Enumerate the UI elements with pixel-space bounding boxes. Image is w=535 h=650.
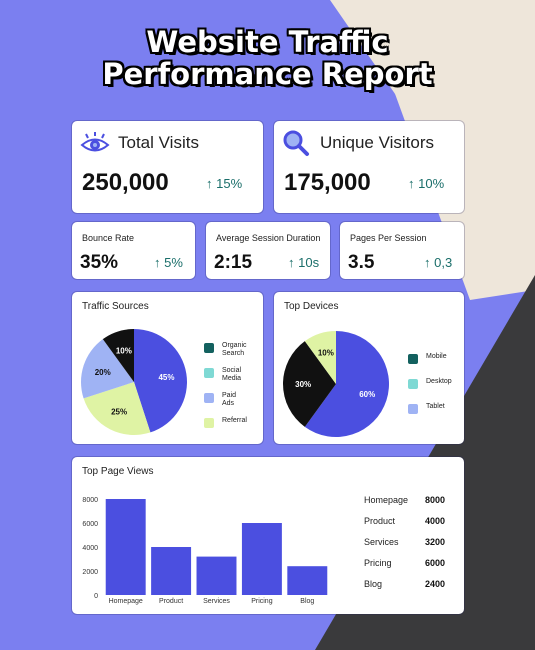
top-devices-slice-0 <box>304 331 389 437</box>
page-views-table-value: 6000 <box>425 558 446 568</box>
page-views-table-page: Homepage <box>364 495 409 505</box>
page-views-table-page: Blog <box>364 579 383 589</box>
unique-visitors-change: ↑ 10% <box>408 176 445 191</box>
total-visits-value: 250,000 <box>82 169 169 196</box>
y-tick-label: 0 <box>94 593 98 600</box>
y-tick-label: 8000 <box>82 497 98 504</box>
top-devices-slice-label-1: 30% <box>295 380 311 389</box>
page-views-table-value: 2400 <box>425 579 446 589</box>
page-views-table-value: 8000 <box>425 495 446 505</box>
avg-session-card: Average Session Duration 2:15 ↑ 10s <box>206 222 330 279</box>
pages-per-session-value: 3.5 <box>348 252 375 273</box>
traffic-sources-legend-swatch <box>204 393 214 403</box>
traffic-sources-legend-swatch <box>204 368 214 378</box>
x-tick-label: Homepage <box>109 598 143 605</box>
bounce-rate-change: ↑ 5% <box>154 255 183 270</box>
traffic-sources-title: Traffic Sources <box>82 301 149 312</box>
top-devices-slice-1 <box>283 341 336 427</box>
traffic-sources-slice-label-2: 20% <box>95 368 111 377</box>
page-views-table-page: Product <box>364 516 396 526</box>
traffic-sources-legend-label: Organic Search <box>222 342 247 357</box>
top-devices-card: Top Devices 60% 30% 10% Mobile Desktop Table… <box>274 292 464 444</box>
x-tick-label: Product <box>159 598 183 605</box>
top-devices-legend-swatch <box>408 404 418 414</box>
traffic-sources-legend-label: Referral <box>222 417 247 424</box>
bounce-rate-value: 35% <box>80 252 119 273</box>
eye-icon <box>80 132 110 152</box>
y-tick-label: 4000 <box>82 545 98 552</box>
avg-session-value: 2:15 <box>214 252 253 273</box>
avg-session-change: ↑ 10s <box>288 255 320 270</box>
unique-visitors-card: Unique Visitors 175,000 ↑ 10% <box>274 121 464 213</box>
traffic-sources-slice-label-1: 25% <box>111 407 127 416</box>
top-devices-pie: 60% 30% 10% <box>283 331 389 437</box>
top-page-views-bar-chart: 0 2000 4000 6000 8000 Homepage Product Services… <box>82 497 328 605</box>
top-devices-legend-swatch <box>408 379 418 389</box>
top-devices-legend-label: Tablet <box>426 403 445 410</box>
top-devices-slice-label-2: 10% <box>318 349 334 358</box>
pages-per-session-label: Pages Per Session <box>350 233 427 243</box>
total-visits-card: Total Visits 250,000 ↑ 15% <box>72 121 263 213</box>
top-devices-legend-item: Mobile <box>408 353 462 364</box>
traffic-sources-slice-2 <box>81 339 134 399</box>
report-title-line1: Website Traffic <box>146 25 389 59</box>
top-devices-title: Top Devices <box>284 301 339 312</box>
unique-visitors-label: Unique Visitors <box>320 133 435 152</box>
bar-pricing <box>241 523 282 595</box>
avg-session-label: Average Session Duration <box>216 233 321 243</box>
x-tick-label: Services <box>203 598 230 605</box>
traffic-sources-slice-label-3: 10% <box>116 347 132 356</box>
traffic-sources-legend-item: Social Media <box>204 367 258 383</box>
total-visits-change: ↑ 15% <box>206 176 243 191</box>
traffic-sources-card: Traffic Sources 45% 25% 20% 10% Organic Sear… <box>72 292 263 444</box>
traffic-sources-legend-label: Social Media <box>222 367 242 382</box>
top-page-views-card: Top Page Views 0 2000 4000 6000 8000 Homepage… <box>72 457 464 614</box>
y-tick-label: 6000 <box>82 521 98 528</box>
traffic-sources-legend-label: Paid Ads <box>222 392 237 407</box>
total-visits-label: Total Visits <box>118 133 199 152</box>
page-views-table-value: 3200 <box>425 537 446 547</box>
traffic-sources-pie: 45% 25% 20% 10% <box>81 329 187 435</box>
report-title-line2: Performance Report <box>102 57 433 91</box>
bar-homepage <box>105 499 146 595</box>
magnifier-icon <box>283 130 309 156</box>
traffic-sources-legend-item: Referral <box>204 417 258 428</box>
traffic-sources-slice-3 <box>102 329 134 382</box>
top-devices-legend-item: Tablet <box>408 403 462 414</box>
traffic-sources-slice-label-0: 45% <box>158 373 174 382</box>
bar-blog <box>287 566 328 595</box>
page-views-table-page: Services <box>364 537 399 547</box>
traffic-sources-slice-0 <box>134 329 187 433</box>
pages-per-session-card: Pages Per Session 3.5 ↑ 0,3 <box>340 222 464 279</box>
y-tick-label: 2000 <box>82 569 98 576</box>
traffic-sources-legend-item: Organic Search <box>204 342 258 358</box>
traffic-sources-slice-1 <box>83 382 151 435</box>
top-devices-slice-2 <box>304 331 336 384</box>
top-devices-legend-item: Desktop <box>408 378 462 389</box>
top-devices-legend-label: Desktop <box>426 378 452 385</box>
page-views-table-value: 4000 <box>425 516 446 526</box>
top-page-views-title: Top Page Views <box>82 466 154 477</box>
top-devices-legend-label: Mobile <box>426 353 447 360</box>
traffic-sources-legend-swatch <box>204 343 214 353</box>
x-tick-label: Blog <box>300 598 314 605</box>
bar-services <box>196 556 237 595</box>
bounce-rate-card: Bounce Rate 35% ↑ 5% <box>72 222 195 279</box>
unique-visitors-value: 175,000 <box>284 169 371 196</box>
pages-per-session-change: ↑ 0,3 <box>424 255 453 270</box>
page-views-table-page: Pricing <box>364 558 392 568</box>
traffic-sources-legend-swatch <box>204 418 214 428</box>
top-devices-legend-swatch <box>408 354 418 364</box>
traffic-sources-legend-item: Paid Ads <box>204 392 258 408</box>
bounce-rate-label: Bounce Rate <box>82 233 135 243</box>
x-tick-label: Pricing <box>251 598 273 605</box>
bar-product <box>151 547 192 595</box>
top-devices-slice-label-0: 60% <box>359 390 375 399</box>
